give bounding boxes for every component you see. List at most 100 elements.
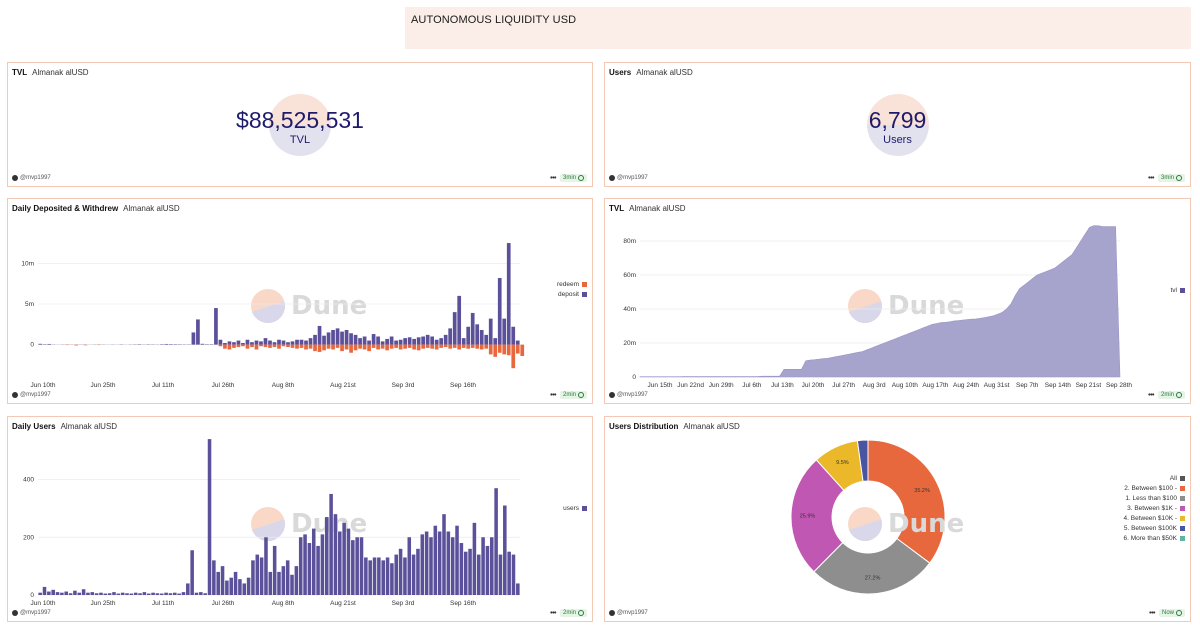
more-options-icon[interactable]: ••• [550,174,556,182]
users-bar [103,593,108,595]
legend-item-redeem[interactable]: redeem [557,281,587,288]
y-tick-label: 40m [623,306,636,313]
redeem-bar [277,344,281,349]
users-bar [290,574,294,595]
legend-item[interactable]: 5. Between $100K [1124,525,1185,532]
refresh-badge[interactable]: 3min [559,174,587,182]
more-options-icon[interactable]: ••• [1148,174,1154,182]
deposit-bar [164,343,169,345]
refresh-badge[interactable]: 2min [1157,391,1185,399]
author-link[interactable]: @mvp1997 [12,175,51,181]
legend-item[interactable]: 1. Less than $100 [1124,495,1185,502]
redeem-bar [340,344,344,352]
author-link[interactable]: @mvp1997 [12,392,51,398]
x-tick-label: Aug 17th [922,382,948,389]
x-tick-label: Sep 3rd [392,382,415,389]
legend-swatch [582,282,587,287]
author-link[interactable]: @mvp1997 [609,392,648,398]
deposit-bar [286,342,290,345]
pie-slice-label: 27.2% [865,575,881,581]
users-bar [377,557,381,595]
deposit-bar [299,339,304,345]
x-tick-label: Jun 29th [709,382,734,389]
legend-item[interactable]: 3. Between $1K - [1124,505,1185,512]
deposit-bar [38,343,43,345]
refresh-badge[interactable]: 2min [559,391,587,399]
redeem-bar [407,344,412,348]
legend-item[interactable]: All [1124,475,1185,482]
users-bar [120,592,125,595]
more-options-icon[interactable]: ••• [1148,391,1154,399]
pie-slice [790,459,845,573]
users-bar [255,554,260,595]
deposit-bar [425,334,430,345]
users-bar [259,557,264,595]
redeem-bar [353,344,358,351]
users-bar [324,517,329,595]
deposit-bar [254,340,259,345]
author-link[interactable]: @mvp1997 [609,610,648,616]
legend-item[interactable]: 4. Between $10K - [1124,515,1185,522]
counter-value: $88,525,531 [236,107,364,133]
dashboard-header: AUTONOMOUS LIQUIDITY USD [405,7,1191,49]
users-bar [411,554,416,595]
author-link[interactable]: @mvp1997 [12,610,51,616]
redeem-bar [430,344,435,349]
x-tick-label: Sep 3rd [392,600,415,607]
card-title: TVL Almanak alUSD [609,204,686,213]
users-bar [203,593,207,595]
deposit-bar [457,295,462,345]
users-bar [159,593,164,595]
deposit-bar [47,343,52,345]
deposit-bar [403,338,407,345]
check-circle-icon [1176,392,1182,398]
counter-display: 6,799 Users [605,91,1190,156]
users-bar [233,571,238,595]
y-tick-label: 0 [30,592,34,599]
deposit-bar [335,328,340,345]
users-bar [303,534,307,595]
redeem-bar [218,344,223,347]
users-bar [285,560,290,595]
legend-item[interactable]: 6. More than $50K [1124,535,1185,542]
users-distribution-pie: 35.2% 27.2% 25.9% 9.5% [790,439,946,595]
legend-item[interactable]: 2. Between $100 - [1124,485,1185,492]
users-bar [507,551,511,595]
users-bar [133,592,138,595]
legend-item-tvl[interactable]: tvl [1171,287,1185,294]
redeem-bar [398,344,403,350]
refresh-badge[interactable]: Now [1158,609,1185,617]
legend-label: 3. Between $1K - [1127,505,1177,512]
users-bar [238,579,242,595]
x-tick-label: Sep 28th [1106,382,1132,389]
check-circle-icon [578,392,584,398]
redeem-bar [223,344,227,349]
deposit-bar [434,339,439,345]
deposit-bar [394,340,398,345]
legend-item-users[interactable]: users [563,505,587,512]
refresh-badge[interactable]: 2min [559,609,587,617]
author-link[interactable]: @mvp1997 [609,175,648,181]
users-bar [242,583,247,595]
users-bar [381,560,385,595]
x-tick-label: Aug 10th [892,382,918,389]
more-options-icon[interactable]: ••• [1149,609,1155,617]
more-options-icon[interactable]: ••• [550,609,556,617]
users-bar [333,514,338,595]
users-bar [194,592,199,595]
users-bar [55,592,60,595]
users-bar [311,528,316,595]
x-tick-label: Jul 6th [742,382,762,389]
redeem-bar [502,344,507,355]
redeem-bar [259,344,263,347]
y-tick-label: 80m [623,238,636,245]
legend-item-deposit[interactable]: deposit [557,291,587,298]
avatar [12,175,18,181]
deposit-bar [227,341,232,345]
card-footer-actions: ••• 3min [1148,174,1185,182]
more-options-icon[interactable]: ••• [550,391,556,399]
users-bar [351,540,355,595]
legend-swatch [1180,506,1185,511]
chart-legend: redeem deposit [557,281,587,301]
refresh-badge[interactable]: 3min [1157,174,1185,182]
